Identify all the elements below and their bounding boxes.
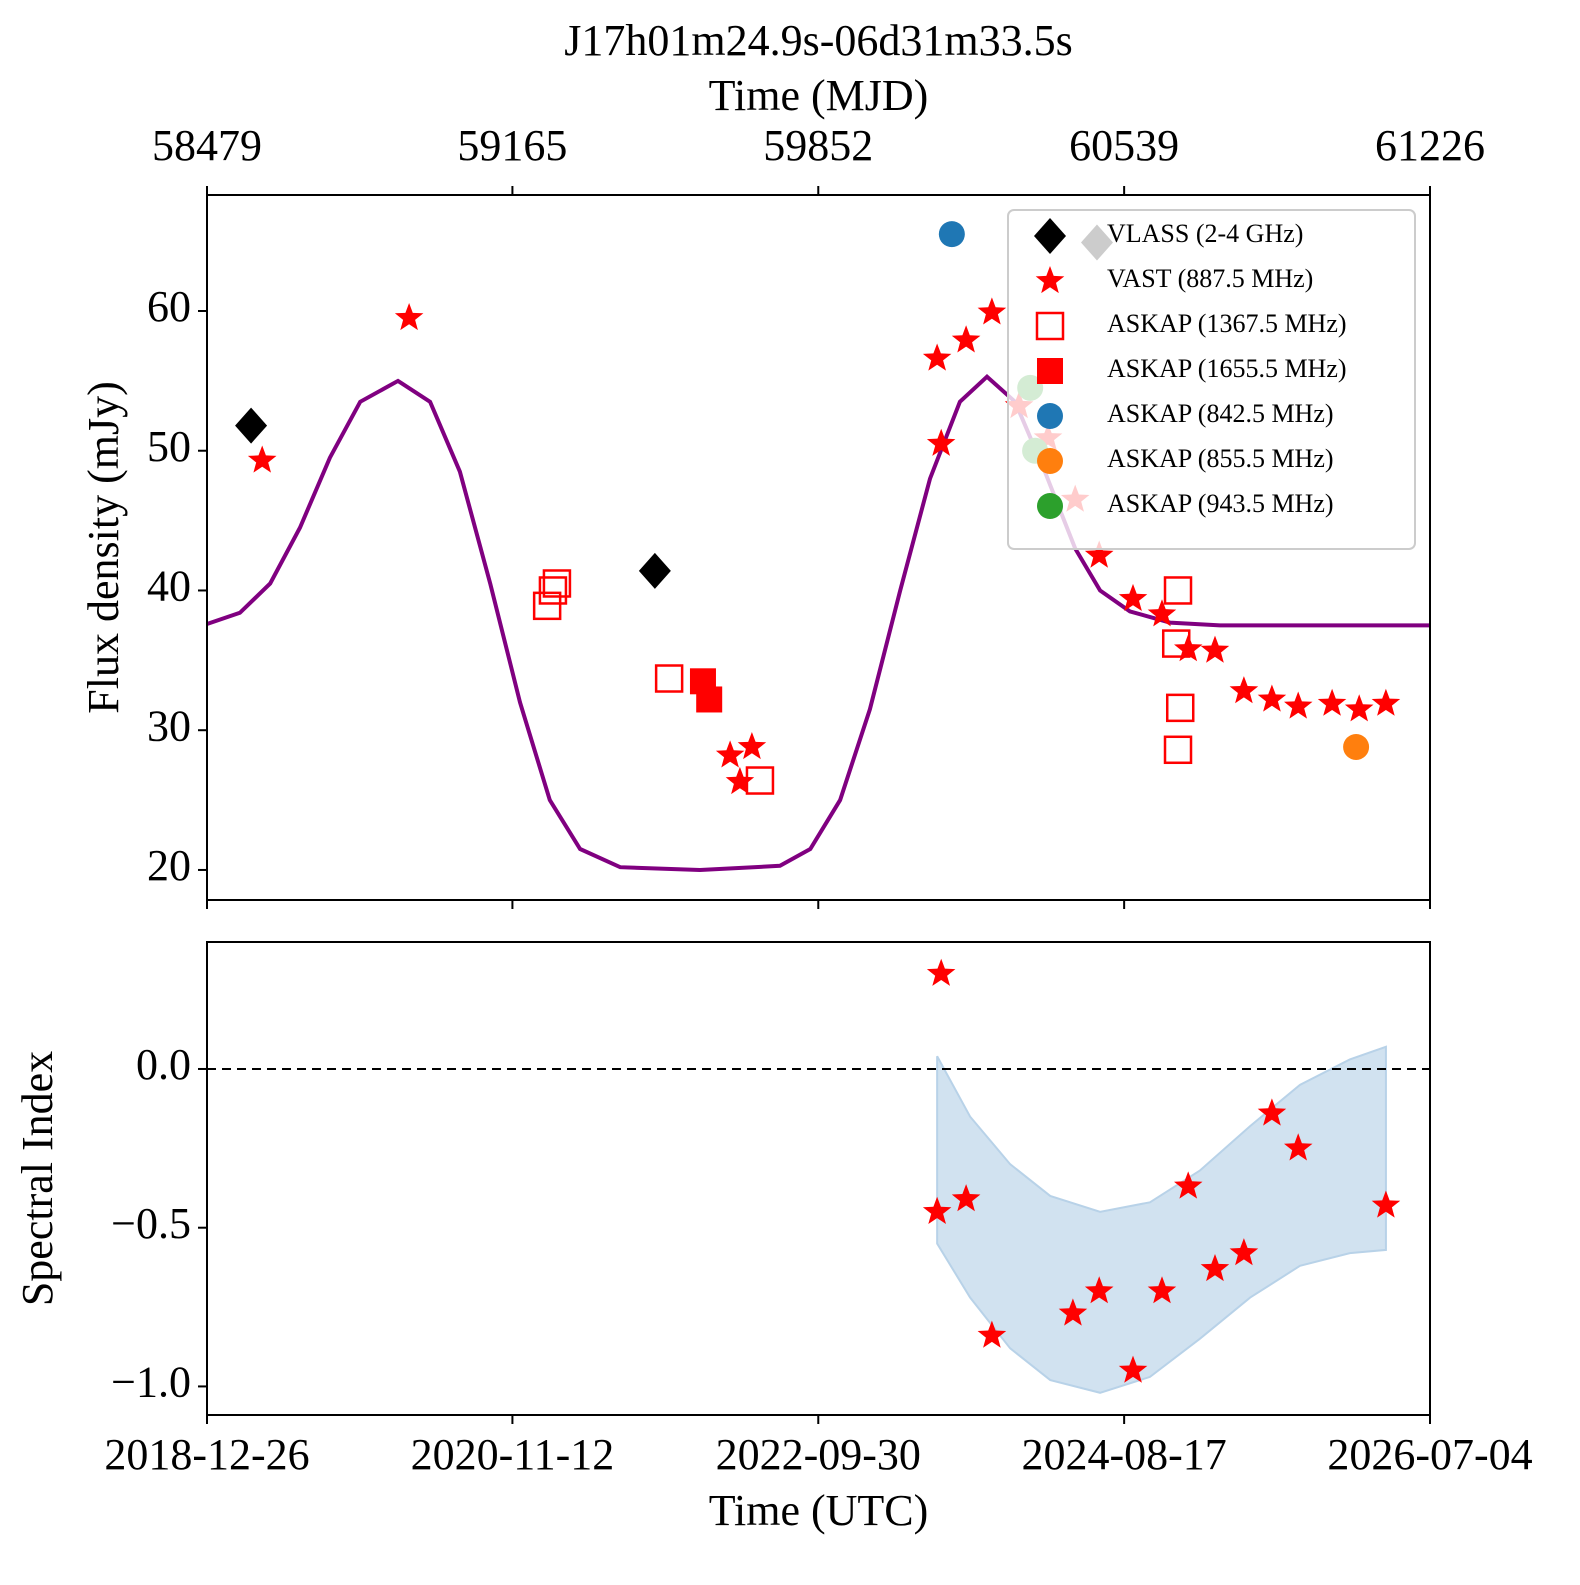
open-square-marker xyxy=(1165,693,1195,723)
star-marker xyxy=(1147,1276,1177,1304)
star-marker xyxy=(1257,684,1287,712)
diamond-marker xyxy=(1034,218,1066,254)
star-marker xyxy=(725,766,755,795)
circle-marker xyxy=(1343,733,1370,760)
y-tick-label: 50 xyxy=(147,422,191,471)
y-tick-label: −1.0 xyxy=(111,1358,191,1407)
star-marker xyxy=(926,958,956,986)
open-square-marker xyxy=(1163,735,1193,765)
star-marker xyxy=(247,445,277,473)
star-marker xyxy=(737,732,767,760)
legend-box xyxy=(1007,209,1416,550)
open-square-marker xyxy=(532,591,562,621)
x2-tick-label: 60539 xyxy=(1069,121,1179,170)
star-marker xyxy=(1200,635,1230,663)
star-marker xyxy=(1317,688,1347,716)
open-square-marker xyxy=(1035,311,1065,341)
x2-tick-label: 59165 xyxy=(457,121,567,170)
square-marker xyxy=(696,686,723,713)
star-marker xyxy=(1118,583,1148,611)
x2-axis-label: Time (MJD) xyxy=(709,71,929,120)
square-marker xyxy=(1037,358,1063,384)
star-marker xyxy=(922,343,952,371)
x-tick-label: 2020-11-12 xyxy=(411,1430,615,1479)
circle-marker xyxy=(1037,493,1063,519)
chart-title: J17h01m24.9s-06d31m33.5s xyxy=(564,16,1072,65)
open-square-marker xyxy=(1163,576,1193,605)
star-marker xyxy=(977,297,1007,325)
y-tick-label: 0.0 xyxy=(136,1040,191,1089)
legend-label: ASKAP (1367.5 MHz) xyxy=(1107,309,1347,338)
open-square-marker xyxy=(1161,629,1191,658)
x2-tick-label: 59852 xyxy=(763,121,873,170)
legend-label: ASKAP (842.5 MHz) xyxy=(1107,399,1334,428)
legend-label: ASKAP (943.5 MHz) xyxy=(1107,489,1334,518)
circle-marker xyxy=(1037,448,1063,474)
y-tick-label: −0.5 xyxy=(111,1199,191,1248)
x-axis-label: Time (UTC) xyxy=(709,1486,929,1535)
open-square-marker xyxy=(654,664,684,693)
star-marker xyxy=(926,428,956,456)
star-marker xyxy=(1084,1276,1114,1304)
star-marker xyxy=(1174,1171,1203,1199)
x-tick-label: 2024-08-17 xyxy=(1021,1430,1226,1479)
y-tick-label: 30 xyxy=(147,701,191,750)
legend-label: VLASS (2-4 GHz) xyxy=(1107,219,1303,248)
diamond-marker xyxy=(235,407,268,444)
star-marker xyxy=(1371,1190,1401,1218)
star-marker xyxy=(1035,266,1065,294)
star-marker xyxy=(1147,599,1177,627)
star-marker xyxy=(1084,540,1114,568)
y-tick-label: 60 xyxy=(147,282,191,331)
star-marker xyxy=(715,740,745,768)
star-marker xyxy=(951,325,981,353)
star-marker xyxy=(951,1184,981,1212)
legend-label: VAST (887.5 MHz) xyxy=(1107,264,1313,293)
star-marker xyxy=(1229,1238,1259,1266)
open-square-marker xyxy=(745,766,775,795)
circle-marker xyxy=(938,221,965,248)
x-tick-label: 2018-12-26 xyxy=(104,1430,309,1479)
open-square-marker xyxy=(538,576,568,605)
legend-label: ASKAP (1655.5 MHz) xyxy=(1107,354,1347,383)
y-axis-label: Spectral Index xyxy=(13,1051,62,1306)
y-tick-label: 40 xyxy=(147,562,191,611)
star-marker xyxy=(977,1320,1007,1348)
star-marker xyxy=(1257,1098,1287,1126)
star-marker xyxy=(394,303,424,331)
star-marker xyxy=(1058,1298,1088,1326)
star-marker xyxy=(1200,1254,1230,1282)
x2-tick-label: 61226 xyxy=(1375,121,1485,170)
circle-marker xyxy=(1037,403,1063,429)
star-marker xyxy=(1344,694,1374,722)
y-axis-label: Flux density (mJy) xyxy=(79,381,128,713)
open-square-marker xyxy=(542,569,572,598)
star-marker xyxy=(922,1196,952,1224)
star-marker xyxy=(1118,1355,1148,1383)
star-marker xyxy=(1284,1133,1313,1161)
star-marker xyxy=(1229,676,1259,704)
y-tick-label: 20 xyxy=(147,841,191,890)
x2-tick-label: 58479 xyxy=(152,121,262,170)
confidence-band xyxy=(936,1045,1387,1394)
diamond-marker xyxy=(638,552,671,589)
legend-label: ASKAP (855.5 MHz) xyxy=(1107,444,1334,473)
star-marker xyxy=(1284,691,1313,719)
x-tick-label: 2026-07-04 xyxy=(1327,1430,1532,1479)
x-tick-label: 2022-09-30 xyxy=(716,1430,921,1479)
star-marker xyxy=(1371,688,1401,716)
